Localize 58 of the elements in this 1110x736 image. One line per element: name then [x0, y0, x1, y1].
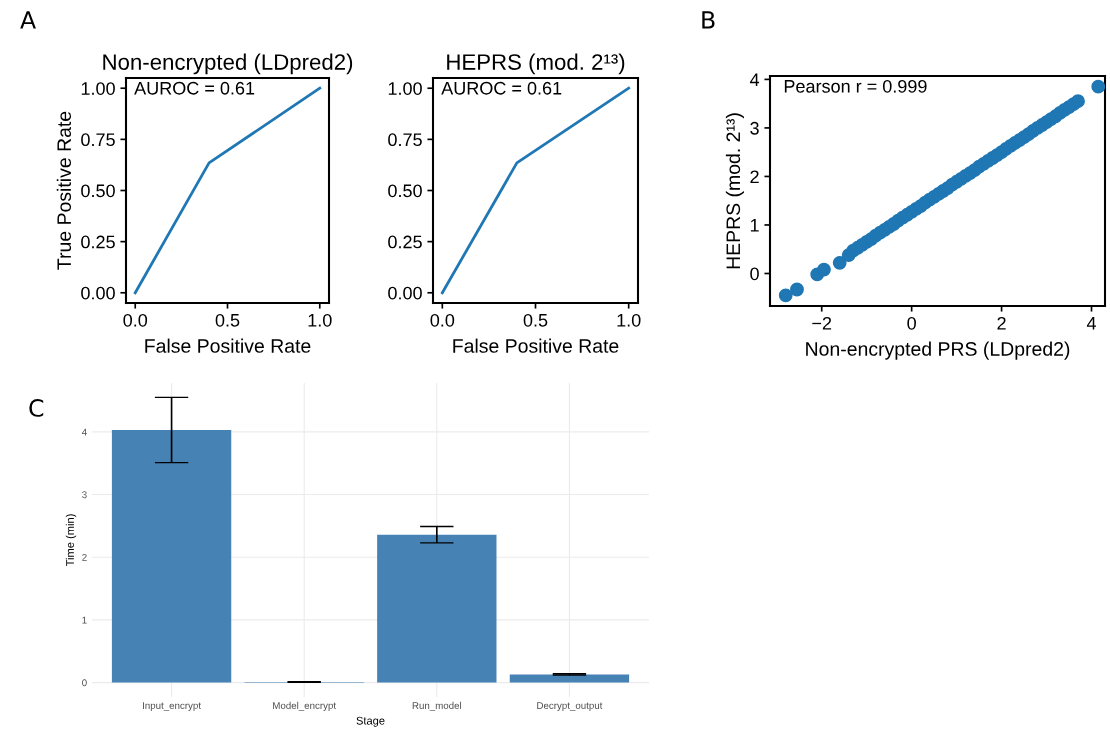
y-axis-title: True Positive Rate	[56, 111, 72, 270]
y-tick-label: 0	[750, 267, 759, 281]
y-tick-label: 0.75	[388, 133, 422, 147]
chart-title: HEPRS (mod. 2¹³)	[447, 53, 625, 75]
y-tick-label: 1.00	[81, 82, 115, 95]
y-tick-label: 1.00	[388, 82, 422, 95]
text: C	[29, 398, 44, 417]
x-tick-label: Model_encrypt	[273, 701, 337, 711]
y-tick-label: 2	[750, 170, 759, 183]
y-tick-label: 0.50	[388, 184, 422, 198]
y-tick-label: 4	[81, 428, 87, 436]
point	[1091, 79, 1105, 94]
point	[778, 288, 793, 303]
text: B	[702, 11, 715, 29]
x-tick-label: 0	[907, 316, 916, 330]
y-tick-label: 4	[749, 73, 760, 86]
y-tick-label: 0.50	[81, 184, 115, 198]
x-tick-label: 1.0	[308, 313, 332, 327]
y-tick-label: 0.00	[81, 286, 115, 300]
bar	[377, 534, 497, 683]
annotation: AUROC = 0.61	[134, 81, 255, 95]
x-tick-label: Decrypt_output	[537, 702, 603, 711]
point	[832, 255, 847, 270]
x-tick-label: Input_encrypt	[143, 702, 201, 711]
x-axis-title: Non-encrypted PRS (LDpred2)	[806, 341, 1070, 360]
y-tick-label: 0.75	[81, 133, 115, 147]
x-tick-label: −2	[812, 316, 832, 330]
x-tick-label: 0.5	[215, 313, 240, 327]
x-axis-title: False Positive Rate	[453, 338, 619, 353]
point	[817, 262, 831, 277]
x-axis-title: False Positive Rate	[145, 338, 311, 353]
annotation: Pearson r = 0.999	[784, 79, 927, 93]
x-tick-label: 0.0	[430, 313, 455, 327]
y-tick-label: 1	[750, 219, 759, 232]
x-tick-label: 0.5	[523, 313, 548, 327]
x-tick-label: 4	[1086, 317, 1096, 330]
y-tick-label: 1	[82, 616, 87, 624]
y-tick-label: 0.00	[388, 286, 422, 300]
x-axis-title: Stage	[356, 716, 385, 727]
chart-title: Non-encrypted (LDpred2)	[103, 53, 353, 75]
y-tick-label: 0.25	[81, 235, 115, 249]
y-tick-label: 3	[82, 491, 87, 499]
x-tick-label: Run_model	[412, 701, 462, 711]
y-axis-title: HEPRS (mod. 2¹³)	[725, 113, 744, 269]
y-tick-label: 0	[82, 679, 87, 687]
y-axis-title: Time (min)	[65, 514, 77, 567]
y-tick-label: 3	[750, 121, 759, 135]
x-tick-label: 2	[997, 316, 1006, 330]
text: A	[20, 11, 36, 29]
x-tick-label: 0.0	[123, 313, 148, 327]
x-tick-label: 1.0	[617, 313, 641, 327]
y-tick-label: 0.25	[388, 235, 422, 249]
point	[790, 282, 804, 297]
annotation: AUROC = 0.61	[441, 81, 562, 95]
point	[1071, 94, 1085, 109]
bar	[509, 674, 630, 683]
bar	[111, 430, 232, 683]
y-tick-label: 2	[82, 553, 87, 561]
